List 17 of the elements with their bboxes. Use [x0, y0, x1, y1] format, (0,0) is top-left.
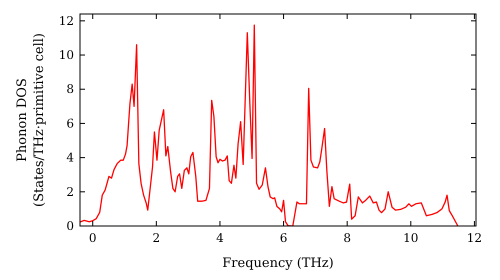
x-tick-label: 4: [216, 231, 224, 245]
y-tick-label: 10: [58, 48, 74, 62]
x-axis-title: Frequency (THz): [222, 256, 334, 271]
x-tick-label: 0: [88, 231, 97, 245]
y-axis-title: Phonon DOS (States/THz·primitive cell): [15, 32, 47, 208]
y-tick-label: 4: [66, 150, 74, 165]
y-tick-label: 2: [66, 184, 74, 199]
y-tick-label: 8: [66, 82, 74, 96]
x-tick-label: 6: [280, 231, 288, 245]
x-tick-label: 10: [403, 231, 418, 245]
y-tick-label: 0: [66, 219, 74, 233]
line-series: [80, 24, 459, 226]
x-tick-label: 2: [152, 231, 160, 245]
x-tick-label: 12: [466, 231, 482, 245]
y-tick-label: 6: [66, 116, 74, 130]
x-tick-label: 8: [343, 231, 351, 245]
y-tick-label: 12: [58, 14, 74, 28]
